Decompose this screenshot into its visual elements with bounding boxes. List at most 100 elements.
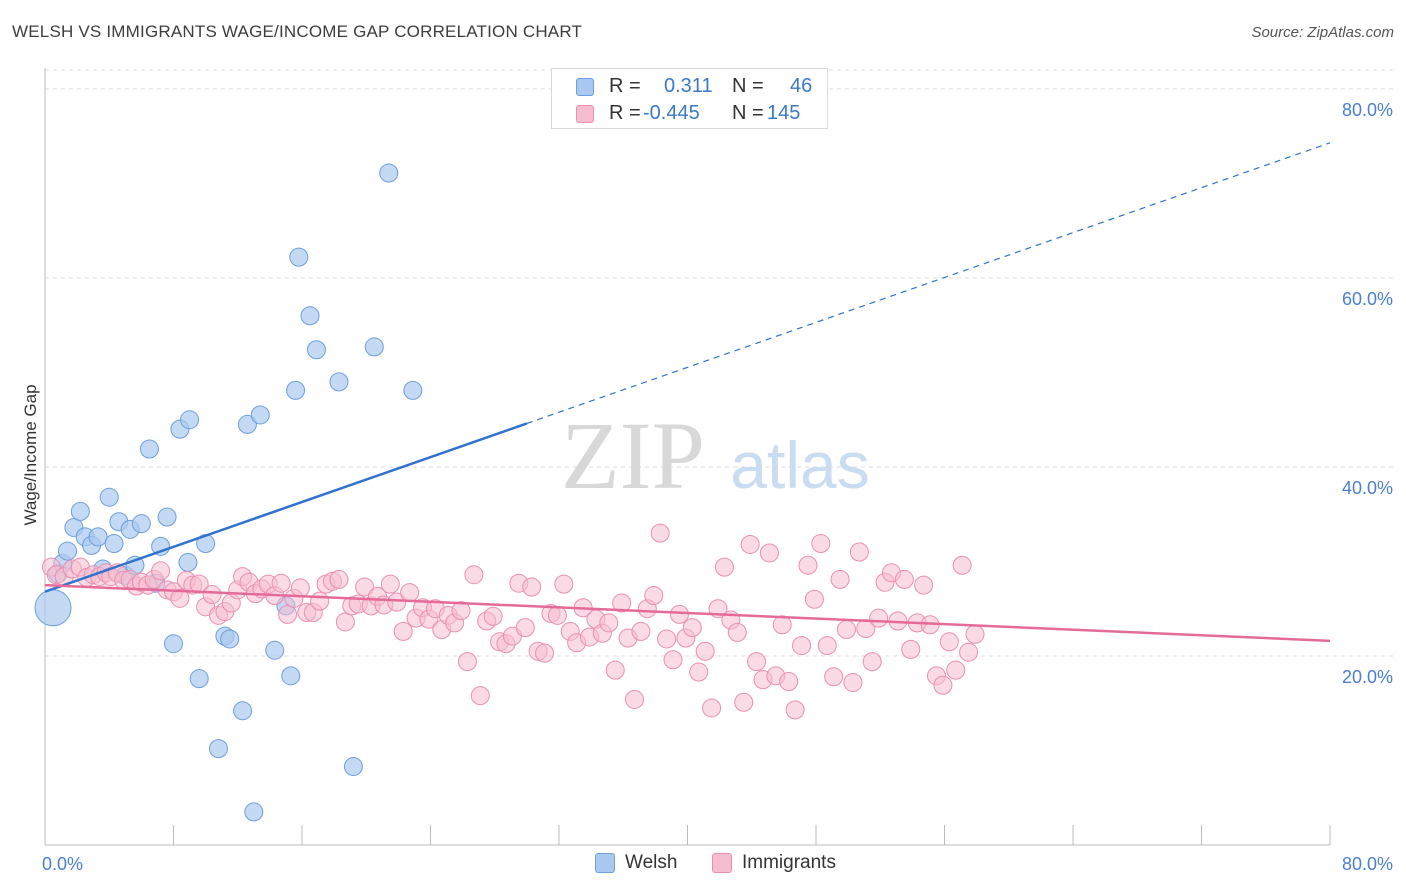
immigrants-point-77 (535, 643, 555, 663)
welsh-point-45 (403, 380, 423, 400)
chart-source: Source: ZipAtlas.com (1251, 24, 1394, 41)
trendlines (44, 142, 1331, 643)
immigrants-point-96 (657, 629, 677, 649)
immigrants-legend-label: Immigrants (742, 852, 836, 873)
immigrants-r-value: -0.445 (643, 102, 700, 124)
welsh-point-10 (99, 487, 119, 507)
immigrants-point-54 (387, 592, 407, 612)
welsh-swatch (576, 78, 594, 96)
welsh-points (34, 163, 423, 822)
welsh-point-41 (329, 372, 349, 392)
y-tick-label-2: 60.0% (1342, 289, 1393, 309)
immigrants-point-94 (644, 585, 664, 605)
correlation-legend: R = 0.311 N = 46 R = -0.445 N = 145 (551, 68, 828, 129)
watermark-atlas: atlas (730, 428, 869, 502)
immigrants-point-110 (747, 652, 767, 672)
immigrants-legend-swatch (712, 853, 732, 873)
immigrants-point-124 (837, 620, 857, 640)
immigrants-point-39 (290, 578, 310, 598)
welsh-point-20 (157, 507, 177, 527)
immigrants-point-80 (554, 574, 574, 594)
immigrants-point-103 (702, 698, 722, 718)
welsh-point-38 (289, 247, 309, 267)
immigrants-point-102 (695, 641, 715, 661)
immigrants-point-122 (824, 667, 844, 687)
immigrants-point-100 (682, 618, 702, 638)
welsh-legend-swatch (595, 853, 615, 873)
welsh-point-32 (244, 802, 264, 822)
y-tick-label-1: 40.0% (1342, 478, 1393, 498)
immigrants-point-79 (547, 605, 567, 625)
immigrants-point-91 (624, 689, 644, 709)
immigrants-n-label: N = (732, 102, 764, 124)
welsh-point-29 (220, 629, 240, 649)
watermark-zip: ZIP (561, 402, 705, 509)
immigrants-point-140 (939, 632, 959, 652)
welsh-point-43 (364, 337, 384, 357)
immigrants-point-126 (849, 542, 869, 562)
immigrants-point-116 (785, 700, 805, 720)
immigrants-point-56 (400, 583, 420, 603)
welsh-legend-label: Welsh (625, 852, 678, 873)
immigrants-point-64 (451, 601, 471, 621)
immigrants-point-112 (759, 543, 779, 563)
welsh-point-42 (343, 757, 363, 777)
welsh-point-34 (265, 640, 285, 660)
immigrants-trendline (44, 583, 1331, 643)
axes: 20.0% 40.0% 60.0% 80.0% 0.0% 80.0% (42, 68, 1393, 874)
x-tick-label-1: 80.0% (1342, 854, 1393, 874)
immigrants-point-109 (740, 534, 760, 554)
welsh-trendline (44, 422, 528, 593)
legend-row-immigrants: R = -0.445 N = 145 (552, 102, 827, 128)
welsh-point-11 (104, 534, 124, 554)
immigrants-point-97 (663, 650, 683, 670)
immigrants-point-143 (959, 642, 979, 662)
immigrants-point-66 (464, 565, 484, 585)
legend-row-welsh: R = 0.311 N = 46 (552, 75, 827, 101)
x-tick-label-0: 0.0% (42, 854, 83, 874)
immigrants-point-23 (189, 574, 209, 594)
welsh-point-36 (281, 666, 301, 686)
immigrants-point-101 (689, 662, 709, 682)
immigrants-point-117 (792, 636, 812, 656)
immigrants-points (41, 523, 985, 720)
immigrants-point-69 (483, 606, 503, 626)
welsh-point-16 (131, 514, 151, 534)
immigrants-r-label: R = (609, 102, 641, 124)
welsh-point-39 (300, 306, 320, 326)
immigrants-point-134 (901, 639, 921, 659)
immigrants-point-128 (862, 652, 882, 672)
welsh-point-37 (286, 380, 306, 400)
welsh-point-40 (306, 340, 326, 360)
welsh-point-3 (57, 541, 77, 561)
y-tick-label-0: 20.0% (1342, 667, 1393, 687)
immigrants-point-92 (631, 621, 651, 641)
welsh-trendline-extension (526, 142, 1331, 425)
immigrants-point-125 (843, 672, 863, 692)
immigrants-point-53 (380, 574, 400, 594)
y-axis-label: Wage/Income Gap (21, 384, 40, 525)
watermark: ZIP atlas (561, 402, 870, 509)
immigrants-point-45 (329, 569, 349, 589)
immigrants-point-55 (393, 621, 413, 641)
welsh-n-label: N = (732, 75, 764, 97)
immigrants-point-141 (946, 660, 966, 680)
immigrants-point-89 (612, 593, 632, 613)
immigrants-swatch (576, 105, 594, 123)
immigrants-point-133 (894, 569, 914, 589)
welsh-point-33 (250, 405, 270, 425)
immigrants-point-119 (804, 589, 824, 609)
welsh-point-0 (34, 589, 72, 627)
immigrants-point-98 (669, 604, 689, 624)
welsh-r-value: 0.311 (664, 75, 713, 97)
immigrants-point-121 (817, 636, 837, 656)
immigrants-point-87 (599, 613, 619, 633)
immigrants-n-value: 145 (767, 102, 801, 124)
welsh-point-30 (233, 701, 253, 721)
welsh-point-8 (88, 527, 108, 547)
immigrants-point-139 (933, 675, 953, 695)
immigrants-point-120 (811, 534, 831, 554)
immigrants-point-75 (522, 577, 542, 597)
welsh-point-27 (208, 739, 228, 759)
